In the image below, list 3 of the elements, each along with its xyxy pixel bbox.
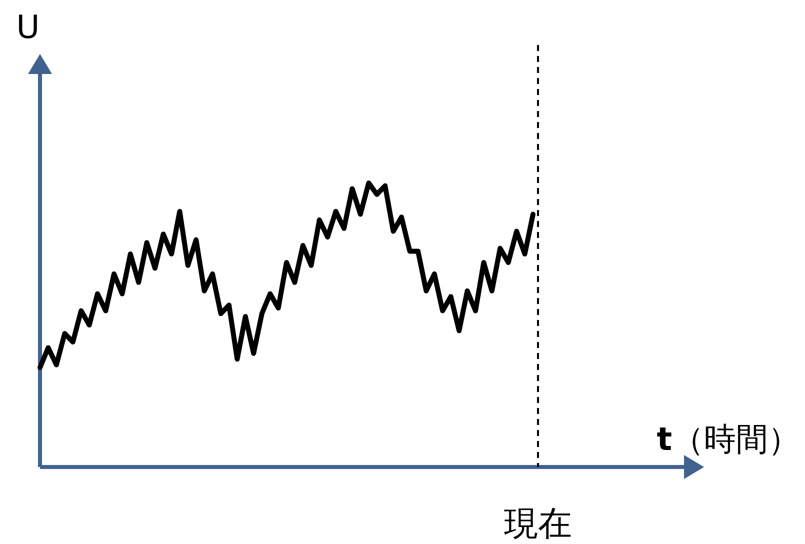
text: 現在 xyxy=(504,504,572,544)
x-axis-title: t（時間） xyxy=(656,420,800,458)
y-axis-title: U xyxy=(16,8,40,46)
